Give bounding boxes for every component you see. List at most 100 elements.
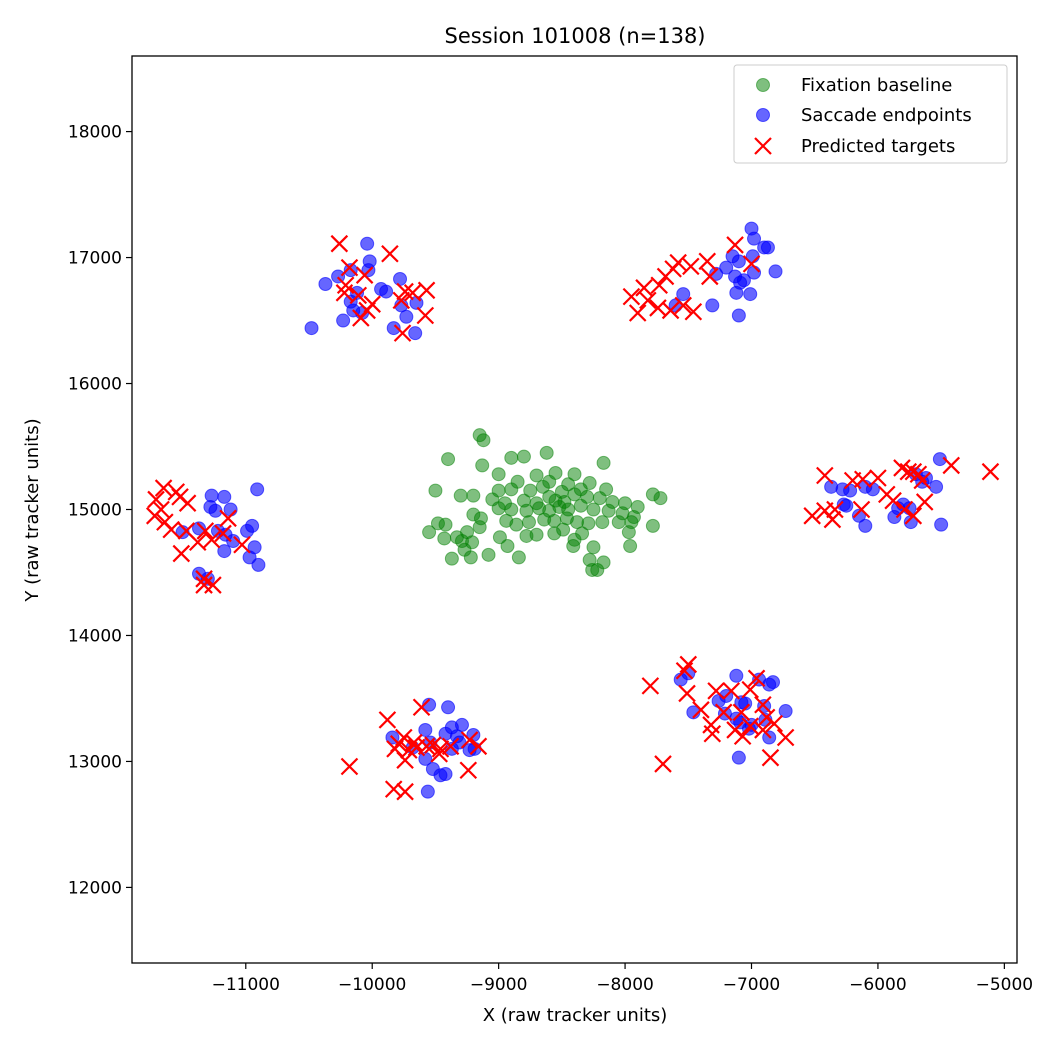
saccade-point [731, 750, 746, 765]
predicted-target-point [656, 267, 675, 286]
y-axis-ticks: 12000 13000 14000 15000 16000 17000 18000 [68, 123, 132, 898]
predicted-target-point [430, 745, 448, 763]
saccade-point [318, 277, 333, 292]
predicted-target-point [403, 284, 422, 302]
fixation-point [645, 518, 660, 533]
fixation-point [575, 526, 590, 541]
plot-area [145, 221, 1000, 801]
predicted-target-point [757, 708, 776, 727]
fixation-point [504, 482, 519, 497]
x-tick-label: −6000 [849, 975, 907, 995]
predicted-target-point [650, 276, 668, 295]
saccade-point [851, 508, 866, 523]
predicted-target-point [396, 282, 414, 301]
predicted-target-point [754, 721, 772, 739]
predicted-target-point [355, 266, 374, 284]
predicted-target-point [684, 302, 703, 321]
x-tick-label: −9000 [470, 975, 528, 995]
predicted-target-point [178, 494, 197, 512]
fixation-point [586, 540, 601, 555]
saccade-point [705, 298, 720, 313]
saccade-point [336, 313, 351, 328]
chart-title: Session 101008 (n=138) [444, 24, 705, 48]
legend-label-saccade: Saccade endpoints [801, 105, 972, 126]
predicted-target-point [340, 757, 359, 776]
saccade-point [858, 518, 873, 533]
fixation-point [621, 525, 636, 540]
saccade-point [408, 326, 423, 341]
predicted-target-point [417, 281, 436, 300]
fixation-point [463, 550, 478, 565]
saccade-point [441, 700, 456, 715]
predicted-target-point [335, 284, 354, 302]
predicted-target-point [747, 669, 766, 688]
fixation-point [535, 479, 550, 494]
saccade-point [747, 231, 762, 246]
predicted-target-point [202, 530, 221, 549]
predicted-target-point [188, 533, 207, 552]
predicted-target-point [469, 737, 488, 756]
saccade-point [379, 284, 394, 299]
series-0 [422, 428, 668, 577]
saccade-point [418, 722, 433, 737]
fixation-point [581, 516, 596, 531]
predicted-target-point [396, 782, 414, 801]
fixation-point [595, 515, 610, 530]
x-tick-label: −10000 [338, 975, 406, 995]
predicted-target-point [698, 252, 717, 271]
predicted-target-point [154, 479, 173, 497]
legend-label-predicted: Predicted targets [801, 136, 955, 157]
predicted-target-point [726, 236, 744, 254]
predicted-target-point [703, 724, 722, 743]
predicted-target-point [195, 576, 213, 594]
predicted-target-point [381, 244, 399, 263]
predicted-target-point [852, 500, 871, 519]
saccade-point [728, 269, 743, 284]
predicted-target-point [460, 731, 479, 749]
predicted-target-point [416, 306, 435, 325]
saccade-point [762, 677, 777, 692]
fixation-point [466, 488, 481, 503]
predicted-target-point [776, 728, 795, 747]
predicted-target-point [654, 755, 672, 773]
fixation-point [437, 531, 452, 546]
predicted-target-point [678, 684, 696, 703]
axes-frame [131, 55, 1018, 964]
predicted-target-point [393, 324, 412, 342]
predicted-target-point [431, 740, 450, 758]
fixation-point [475, 458, 490, 473]
predicted-target-point [417, 737, 436, 756]
predicted-target-point [675, 661, 694, 680]
y-tick-label: 16000 [68, 375, 122, 395]
saccade-point [223, 502, 238, 517]
saccade-point [729, 668, 744, 683]
predicted-target-point [741, 680, 760, 699]
fixation-point [573, 498, 588, 513]
saccade-point [420, 784, 435, 799]
fixation-point [539, 445, 554, 460]
fixation-point [444, 551, 459, 566]
y-tick-label: 13000 [68, 752, 122, 772]
predicted-target-point [459, 761, 478, 780]
predicted-target-point [233, 535, 251, 554]
predicted-target-point [707, 682, 725, 700]
fixation-point [596, 455, 611, 470]
fixation-point [623, 539, 638, 554]
predicted-target-point [823, 510, 842, 529]
predicted-target-point [336, 276, 355, 295]
saccade-point [192, 521, 207, 536]
predicted-target-point [942, 456, 961, 475]
predicted-target-point [195, 570, 213, 588]
fixation-point [611, 515, 626, 530]
x-tick-label: −7000 [723, 975, 781, 995]
predicted-target-point [412, 698, 431, 717]
predicted-target-point [330, 234, 349, 253]
predicted-target-point [741, 717, 760, 735]
predicted-target-point [639, 291, 657, 310]
fixation-point [567, 467, 582, 482]
saccade-point [245, 518, 260, 533]
fixation-point [521, 515, 536, 530]
legend-marker-predicted [754, 137, 772, 155]
predicted-target-point [405, 733, 423, 752]
